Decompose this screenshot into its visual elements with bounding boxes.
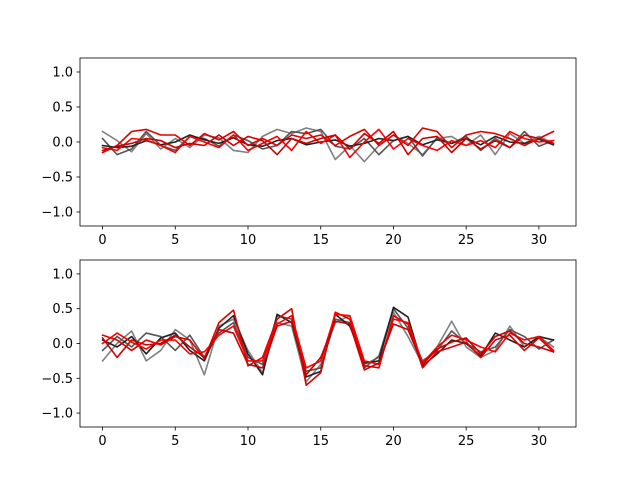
x-tick-label: 20	[385, 434, 402, 449]
y-tick-label: −0.5	[41, 171, 73, 186]
y-tick-label: 1.0	[52, 267, 73, 282]
series-line-6	[101, 320, 555, 376]
x-tick-label: 0	[98, 233, 106, 248]
series-group	[101, 306, 555, 387]
series-group	[101, 127, 555, 163]
y-tick-label: −0.5	[41, 372, 73, 387]
x-tick-label: 0	[98, 434, 106, 449]
x-tick-label: 10	[240, 434, 257, 449]
x-tick-label: 5	[171, 434, 179, 449]
x-tick-label: 30	[531, 233, 548, 248]
y-tick-label: 0.5	[52, 302, 73, 317]
x-tick-label: 5	[171, 233, 179, 248]
y-tick-label: −1.0	[41, 206, 73, 221]
y-tick-label: 0.0	[52, 337, 73, 352]
x-tick-label: 25	[458, 434, 475, 449]
x-tick-label: 10	[240, 233, 257, 248]
axes-1: 0 5 10 15 20 25 30 1.0 0.5 0.0 −0.5 −1.0	[41, 57, 577, 248]
x-tick-label: 20	[385, 233, 402, 248]
y-tick-label: 0.5	[52, 101, 73, 116]
x-tick-label: 30	[531, 434, 548, 449]
x-tick-label: 15	[312, 434, 329, 449]
series-line-6	[101, 130, 555, 156]
series-line-5	[101, 128, 555, 159]
y-tick-label: −1.0	[41, 407, 73, 422]
x-tick-label: 25	[458, 233, 475, 248]
y-tick-label: 1.0	[52, 66, 73, 81]
series-line-4	[101, 127, 555, 154]
axes-2: 0 5 10 15 20 25 30 1.0 0.5 0.0 −0.5 −1.0	[41, 259, 577, 449]
y-tick-label: 0.0	[52, 136, 73, 151]
x-tick-label: 15	[312, 233, 329, 248]
